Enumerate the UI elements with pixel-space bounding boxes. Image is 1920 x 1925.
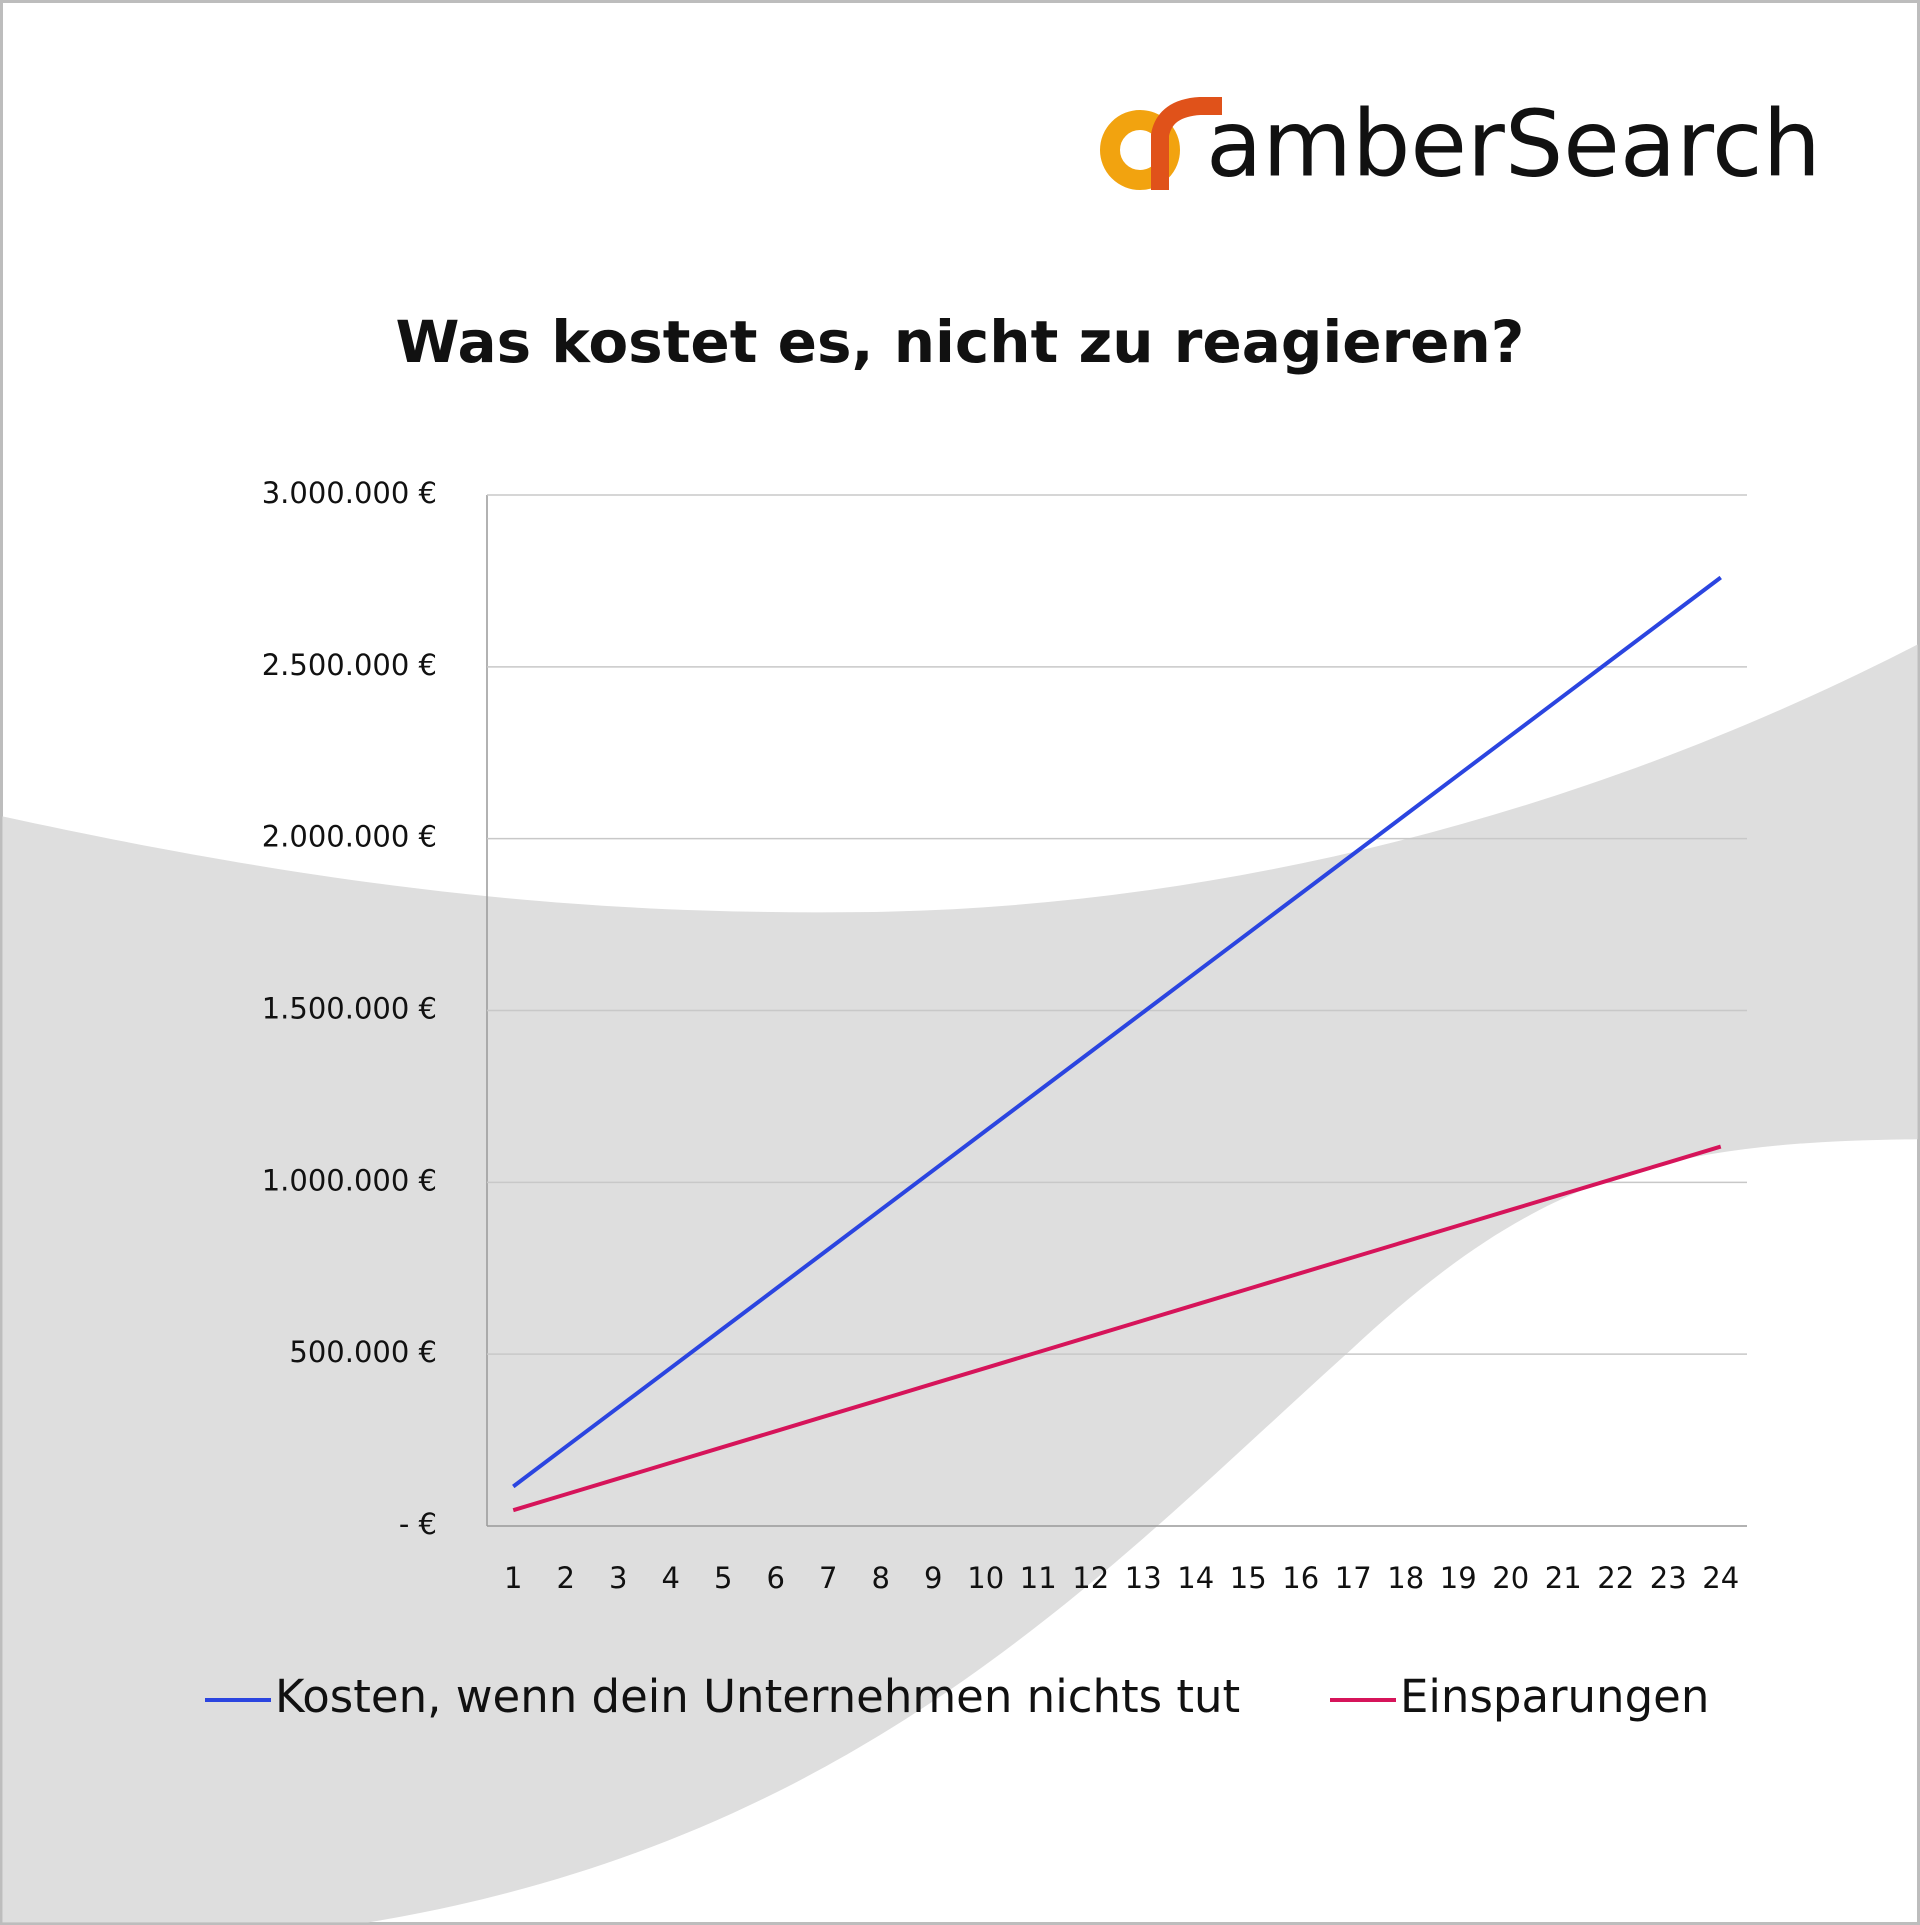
x-tick-label: 20 [1492, 1561, 1529, 1595]
x-tick-label: 3 [609, 1561, 627, 1595]
x-tick-label: 6 [767, 1561, 785, 1595]
legend-label: Einsparungen [1400, 1670, 1709, 1723]
wave [2, 644, 1918, 1923]
y-tick-label: 3.000.000 € [262, 476, 437, 510]
x-tick-label: 4 [662, 1561, 680, 1595]
x-tick-label: 10 [967, 1561, 1004, 1595]
x-tick-label: 23 [1650, 1561, 1687, 1595]
x-tick-label: 22 [1597, 1561, 1634, 1595]
x-tick-label: 18 [1387, 1561, 1424, 1595]
series-line [512, 575, 1722, 1489]
x-tick-label: 2 [557, 1561, 575, 1595]
chart-title: Was kostet es, nicht zu reagieren? [396, 308, 1525, 376]
x-tick-label: 16 [1282, 1561, 1319, 1595]
background-wave [2, 644, 1918, 1923]
logo-text: amberSearch [1206, 90, 1821, 197]
x-tick-label: 1 [504, 1561, 522, 1595]
y-tick-label: 1.500.000 € [262, 992, 437, 1026]
x-tick-label: 24 [1702, 1561, 1739, 1595]
logo-arc [1151, 97, 1222, 190]
x-tick-label: 21 [1545, 1561, 1582, 1595]
legend-label: Kosten, wenn dein Unternehmen nichts tut [275, 1670, 1240, 1723]
logo-icon [1100, 97, 1222, 190]
y-tick-label: 2.000.000 € [262, 820, 437, 854]
x-tick-label: 11 [1020, 1561, 1057, 1595]
x-tick-label: 12 [1072, 1561, 1109, 1595]
x-tick-label: 15 [1230, 1561, 1267, 1595]
x-tick-label: 14 [1177, 1561, 1214, 1595]
x-tick-label: 7 [819, 1561, 837, 1595]
x-tick-label: 17 [1335, 1561, 1372, 1595]
logo-ring [1100, 110, 1180, 190]
x-tick-label: 5 [714, 1561, 732, 1595]
y-tick-label: 500.000 € [289, 1335, 437, 1369]
y-tick-label: 2.500.000 € [262, 648, 437, 682]
x-tick-label: 8 [872, 1561, 890, 1595]
y-tick-label: 1.000.000 € [262, 1163, 437, 1197]
series-line [512, 1144, 1722, 1513]
x-tick-label: 9 [924, 1561, 942, 1595]
x-tick-label: 19 [1440, 1561, 1477, 1595]
y-tick-label: - € [399, 1507, 437, 1541]
x-tick-label: 13 [1125, 1561, 1162, 1595]
